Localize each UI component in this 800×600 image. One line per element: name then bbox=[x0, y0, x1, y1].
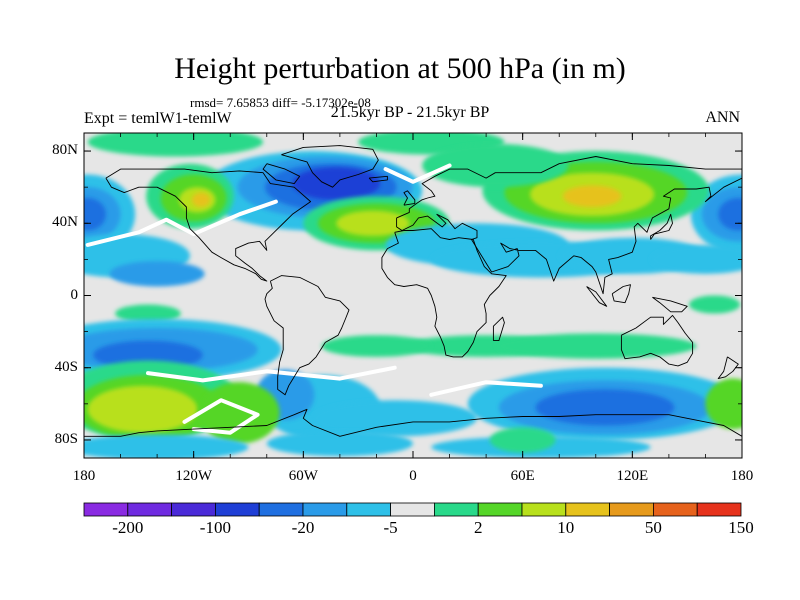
colorbar-label: 2 bbox=[473, 518, 483, 537]
zero-contour-line bbox=[383, 163, 452, 184]
madagascar-coastline bbox=[492, 316, 505, 342]
contour-region bbox=[321, 335, 432, 357]
lat-tick-label: 40N bbox=[52, 214, 78, 231]
colorbar-swatch bbox=[653, 502, 698, 517]
colorbar-label: 50 bbox=[644, 518, 662, 537]
colorbar-swatch bbox=[83, 502, 129, 517]
colorbar-swatch bbox=[609, 502, 654, 517]
lat-tick-label: 0 bbox=[70, 286, 79, 303]
contour-region bbox=[336, 210, 410, 236]
zero-contour-line bbox=[429, 380, 543, 397]
contour-region bbox=[705, 378, 742, 430]
contour-region bbox=[93, 340, 203, 370]
contour-region bbox=[718, 198, 742, 231]
colorbar-swatch bbox=[346, 502, 391, 517]
contour-region bbox=[84, 198, 106, 231]
new-zealand-coastline bbox=[717, 356, 739, 380]
contour-region bbox=[495, 333, 697, 359]
colorbar-swatch bbox=[565, 502, 610, 517]
contour-region bbox=[115, 304, 181, 323]
period-label: 21.5kyr BP - 21.5kyr BP bbox=[330, 104, 490, 121]
baffin-coastline bbox=[262, 163, 301, 185]
eurasia-coastline bbox=[396, 156, 742, 295]
map-field bbox=[84, 133, 742, 458]
greenland-coastline bbox=[281, 145, 379, 188]
contour-region bbox=[87, 133, 264, 157]
colorbar-swatch bbox=[477, 502, 523, 517]
australia-coastline bbox=[620, 314, 694, 367]
africa-coastline bbox=[381, 228, 507, 358]
experiment-label: Expt = temlW1-temlW bbox=[84, 110, 232, 127]
colorbar-swatch bbox=[433, 502, 479, 517]
plot-title: Height perturbation at 500 hPa (in m) bbox=[174, 52, 626, 85]
colorbar-swatch bbox=[171, 502, 216, 517]
contour-region bbox=[535, 389, 675, 426]
colorbar-label: -5 bbox=[383, 518, 398, 537]
colorbar-swatch bbox=[390, 502, 435, 517]
season-label: ANN bbox=[705, 109, 740, 126]
iceland-coastline bbox=[368, 175, 388, 183]
contour-region bbox=[109, 261, 205, 287]
colorbar-swatch bbox=[214, 502, 260, 517]
uk-coastline bbox=[403, 190, 416, 206]
contour-region bbox=[199, 382, 280, 444]
contour-region bbox=[87, 385, 198, 433]
zero-contour-line bbox=[85, 199, 278, 247]
lat-tick-label: 80S bbox=[54, 430, 78, 447]
colorbar-label: -100 bbox=[199, 518, 231, 537]
north-america-coastline bbox=[105, 168, 312, 282]
contour-region bbox=[650, 244, 742, 274]
south-america-coastline bbox=[264, 275, 350, 396]
zero-contour-line bbox=[182, 398, 260, 435]
contour-region bbox=[266, 430, 413, 457]
colorbar-label: -20 bbox=[291, 518, 315, 537]
lon-tick-label: 120W bbox=[175, 468, 212, 484]
lat-tick-label: 80N bbox=[52, 142, 78, 159]
lat-tick-label: 40S bbox=[54, 358, 78, 375]
lon-tick-label: 0 bbox=[409, 468, 417, 484]
lon-tick-label: 60E bbox=[510, 468, 535, 484]
contour-region bbox=[688, 295, 741, 314]
lon-tick-label: 180 bbox=[730, 468, 754, 484]
lon-tick-label: 60W bbox=[288, 468, 318, 484]
colorbar-label: -200 bbox=[112, 518, 144, 537]
contour-region bbox=[312, 400, 477, 437]
colorbar-swatch bbox=[127, 502, 173, 517]
sumatra-coastline bbox=[586, 286, 608, 307]
contour-region bbox=[84, 434, 249, 458]
japan-coastline bbox=[650, 213, 673, 240]
colorbar-swatch bbox=[521, 502, 567, 517]
colorbar-label: 150 bbox=[728, 518, 754, 537]
contour-region bbox=[489, 427, 556, 453]
contour-region bbox=[422, 143, 569, 188]
colorbar-label: 10 bbox=[557, 518, 575, 537]
zero-contour-line bbox=[146, 365, 397, 383]
colorbar-swatch bbox=[258, 502, 304, 517]
contour-region bbox=[562, 185, 622, 208]
colorbar-swatch bbox=[302, 502, 348, 517]
contour-region bbox=[191, 192, 211, 208]
lon-tick-label: 180 bbox=[72, 468, 96, 484]
borneo-coastline bbox=[611, 284, 631, 304]
new-guinea-coastline bbox=[652, 296, 688, 313]
stats-line: rmsd= 7.65853 diff= -5.17302e-08 bbox=[190, 95, 371, 110]
antarctica-coastline bbox=[84, 408, 742, 437]
colorbar-swatch bbox=[696, 502, 742, 517]
lon-tick-label: 120E bbox=[616, 468, 649, 484]
